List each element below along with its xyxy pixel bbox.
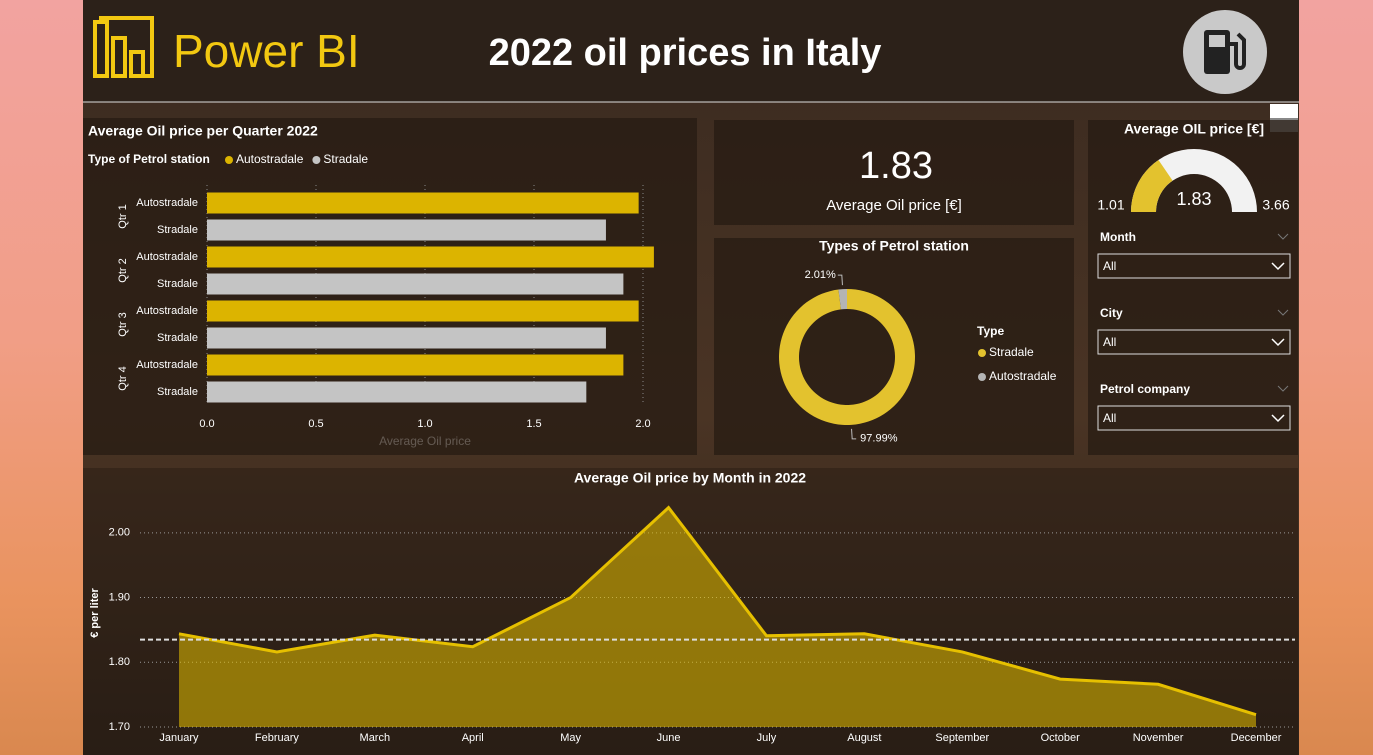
slicer-chevron <box>1277 233 1289 240</box>
bar <box>207 300 639 322</box>
chart-title: Types of Petrol station <box>819 238 969 254</box>
bar-category-label: Autostradale <box>136 251 198 263</box>
header-bar <box>83 0 1299 102</box>
legend-marker <box>978 349 986 357</box>
y-tick-label: 1.90 <box>109 591 130 603</box>
donut-slice <box>778 289 915 425</box>
bar <box>207 219 606 241</box>
page-title: 2022 oil prices in Italy <box>489 32 882 74</box>
slicer-dropdown[interactable] <box>1097 329 1291 355</box>
legend-label: Stradale <box>323 152 368 166</box>
slicer-chevron <box>1277 385 1289 392</box>
slicer-label: Petrol company <box>1100 382 1190 396</box>
data-label: 97.99% <box>860 433 898 445</box>
legend-marker <box>978 373 986 381</box>
y-group-label: Qtr 1 <box>117 204 129 228</box>
legend-label: Stradale <box>989 345 1034 359</box>
data-label: 2.01% <box>805 269 836 281</box>
y-tick-label: 2.00 <box>109 527 130 539</box>
x-tick-label: January <box>159 732 199 744</box>
x-tick-label: December <box>1231 732 1282 744</box>
legend-label: Autostradale <box>236 152 304 166</box>
x-tick-label: 1.0 <box>417 418 432 430</box>
x-tick-label: October <box>1041 732 1080 744</box>
bar-category-label: Stradale <box>157 332 198 344</box>
x-tick-label: 1.5 <box>526 418 541 430</box>
slicer-label: City <box>1100 306 1123 320</box>
x-tick-label: March <box>360 732 391 744</box>
bar <box>207 354 624 376</box>
legend-marker <box>225 156 233 164</box>
gauge-fill <box>1131 159 1173 212</box>
dropdown-chevron <box>1271 262 1285 271</box>
legend-marker <box>312 156 321 164</box>
kpi-value: 1.83 <box>859 145 933 187</box>
dropdown-chevron <box>1271 414 1285 423</box>
x-tick-label: September <box>935 732 989 744</box>
gauge-max: 3.66 <box>1262 197 1289 213</box>
y-axis-label: € per liter <box>89 588 101 638</box>
bar <box>207 273 624 295</box>
chart-title: Average Oil price by Month in 2022 <box>574 470 806 486</box>
gauge-min: 1.01 <box>1097 197 1124 213</box>
x-tick-label: 0.0 <box>199 418 214 430</box>
x-tick-label: November <box>1133 732 1184 744</box>
y-tick-label: 1.80 <box>109 656 130 668</box>
slicer-value: All <box>1103 335 1116 349</box>
line <box>178 505 1257 717</box>
y-group-label: Qtr 2 <box>117 258 129 282</box>
label-leader <box>837 274 843 286</box>
x-tick-label: May <box>560 732 581 744</box>
chart-title: Average OIL price [€] <box>1124 121 1264 137</box>
bar <box>207 246 654 268</box>
fuel-icon <box>1183 10 1267 94</box>
bar-category-label: Stradale <box>157 224 198 236</box>
dropdown-chevron <box>1271 338 1285 347</box>
more-options-top <box>1270 104 1298 118</box>
bar <box>207 192 639 214</box>
x-tick-label: 0.5 <box>308 418 323 430</box>
gauge-track <box>1131 149 1257 212</box>
slicer-dropdown[interactable] <box>1097 253 1291 279</box>
legend-label: Autostradale <box>989 369 1057 383</box>
x-tick-label: 2.0 <box>635 418 650 430</box>
bar-category-label: Autostradale <box>136 197 198 209</box>
bar-category-label: Autostradale <box>136 359 198 371</box>
x-tick-label: August <box>847 732 881 744</box>
slicer-value: All <box>1103 259 1116 273</box>
bar-category-label: Stradale <box>157 278 198 290</box>
label-leader <box>851 428 857 440</box>
gauge-value: 1.83 <box>1176 189 1211 209</box>
slicer-value: All <box>1103 411 1116 425</box>
slicer-label: Month <box>1100 230 1136 244</box>
bar-category-label: Autostradale <box>136 305 198 317</box>
slicer-chevron <box>1277 309 1289 316</box>
x-axis-label: Average Oil price <box>379 434 471 448</box>
area-fill <box>179 507 1256 727</box>
logo-text: Power BI <box>173 25 360 77</box>
bar-category-label: Stradale <box>157 386 198 398</box>
legend-title: Type <box>977 324 1004 338</box>
x-tick-label: June <box>657 732 681 744</box>
logo-icon <box>93 16 154 78</box>
x-tick-label: February <box>255 732 300 744</box>
chart-title: Average Oil price per Quarter 2022 <box>88 123 318 139</box>
x-tick-label: April <box>462 732 484 744</box>
y-group-label: Qtr 4 <box>117 366 129 390</box>
x-tick-label: July <box>757 732 777 744</box>
y-group-label: Qtr 3 <box>117 312 129 336</box>
bar <box>207 327 606 349</box>
bar <box>207 381 587 403</box>
slicer-dropdown[interactable] <box>1097 405 1291 431</box>
donut-slice <box>838 289 847 310</box>
y-tick-label: 1.70 <box>109 721 130 733</box>
legend-title: Type of Petrol station <box>88 152 210 166</box>
kpi-label: Average Oil price [€] <box>826 197 962 214</box>
